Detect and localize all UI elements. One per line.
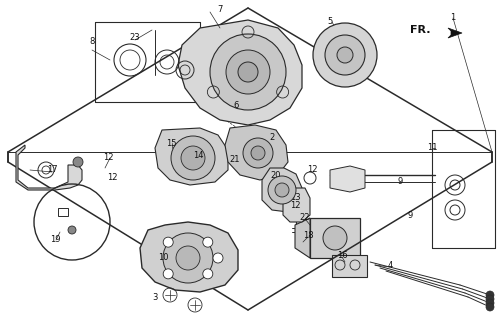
Text: 9: 9: [397, 178, 403, 187]
Circle shape: [486, 303, 494, 311]
Polygon shape: [16, 145, 82, 190]
Circle shape: [268, 176, 296, 204]
Text: 1: 1: [450, 13, 455, 22]
Polygon shape: [283, 188, 310, 222]
Circle shape: [238, 62, 258, 82]
Circle shape: [203, 269, 213, 279]
Text: 20: 20: [271, 171, 281, 180]
Circle shape: [68, 226, 76, 234]
Text: 8: 8: [89, 37, 95, 46]
Polygon shape: [155, 128, 228, 185]
Text: 9: 9: [407, 211, 413, 220]
Circle shape: [313, 23, 377, 87]
Text: 2: 2: [270, 133, 275, 142]
Polygon shape: [448, 28, 462, 38]
Text: 21: 21: [230, 156, 240, 164]
Text: 12: 12: [107, 173, 117, 182]
Text: 12: 12: [307, 165, 317, 174]
Polygon shape: [225, 125, 288, 180]
Circle shape: [163, 233, 213, 283]
Text: 3: 3: [152, 293, 158, 302]
Text: 7: 7: [217, 5, 222, 14]
Bar: [58, 208, 68, 216]
Polygon shape: [262, 168, 302, 212]
Text: 5: 5: [327, 18, 333, 27]
Circle shape: [176, 246, 200, 270]
Circle shape: [203, 237, 213, 247]
Text: 11: 11: [427, 143, 437, 153]
Text: 23: 23: [130, 34, 140, 43]
Circle shape: [181, 146, 205, 170]
Text: 12: 12: [290, 201, 300, 210]
Circle shape: [226, 50, 270, 94]
Text: 6: 6: [233, 100, 238, 109]
Circle shape: [243, 138, 273, 168]
Circle shape: [486, 295, 494, 303]
Circle shape: [73, 157, 83, 167]
Circle shape: [323, 226, 347, 250]
Circle shape: [163, 269, 173, 279]
Circle shape: [210, 34, 286, 110]
Circle shape: [486, 291, 494, 299]
Circle shape: [325, 35, 365, 75]
Circle shape: [163, 237, 173, 247]
Polygon shape: [330, 166, 365, 192]
Polygon shape: [295, 218, 310, 258]
Text: 17: 17: [47, 165, 57, 174]
Bar: [332, 255, 367, 277]
Circle shape: [171, 136, 215, 180]
Text: 15: 15: [166, 139, 176, 148]
Text: 10: 10: [158, 253, 168, 262]
Text: FR.: FR.: [410, 25, 430, 35]
Text: 4: 4: [387, 260, 393, 269]
Text: 13: 13: [290, 194, 300, 203]
Circle shape: [213, 253, 223, 263]
Text: 14: 14: [193, 150, 203, 159]
Text: 16: 16: [337, 251, 347, 260]
Text: 19: 19: [50, 236, 60, 244]
Bar: [310, 218, 360, 258]
Circle shape: [251, 146, 265, 160]
Circle shape: [275, 183, 289, 197]
Polygon shape: [140, 222, 238, 292]
Text: 18: 18: [303, 230, 313, 239]
Circle shape: [337, 47, 353, 63]
Circle shape: [486, 299, 494, 307]
Text: 22: 22: [300, 213, 310, 222]
Polygon shape: [178, 20, 302, 125]
Text: 12: 12: [103, 154, 113, 163]
